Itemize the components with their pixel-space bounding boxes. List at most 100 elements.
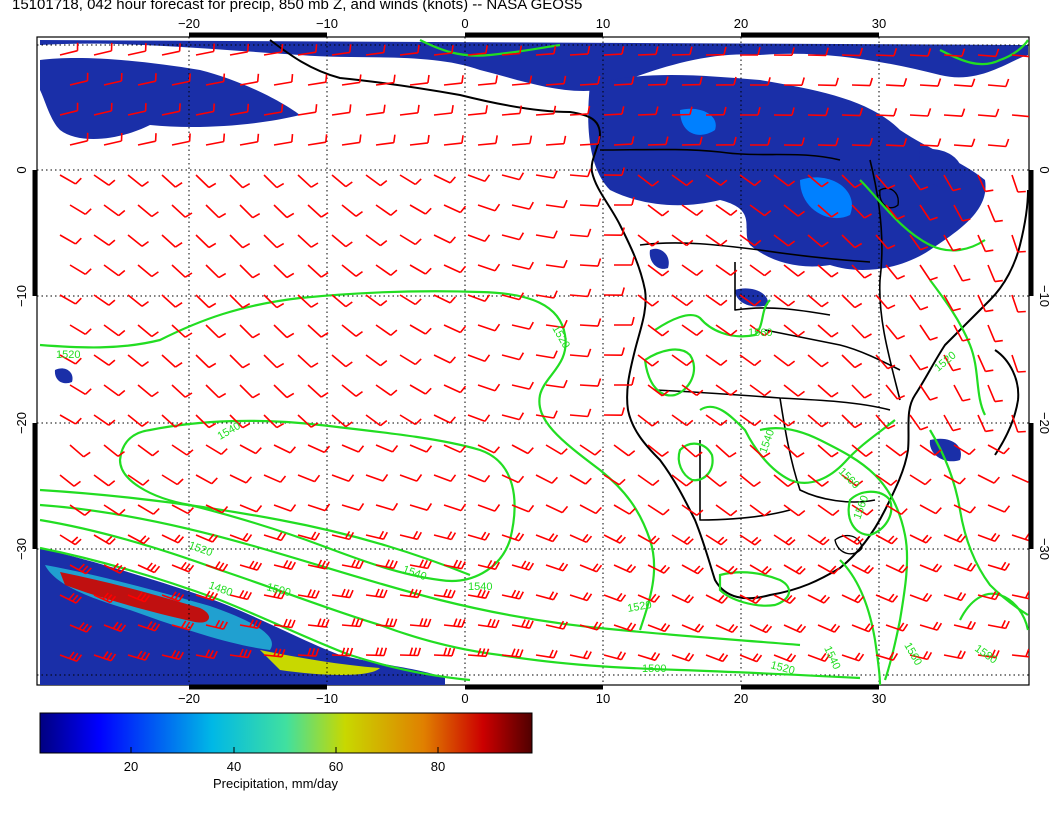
wind-barb: [127, 414, 149, 427]
wind-barb: [263, 532, 287, 542]
wind-barb: [511, 560, 535, 571]
wind-barb: [545, 319, 568, 329]
wind-barb: [297, 234, 319, 248]
precip-east-small: [919, 149, 963, 189]
wind-barb: [297, 414, 319, 428]
wind-barb: [817, 204, 839, 218]
wind-barb: [375, 502, 399, 511]
wind-barb: [875, 234, 896, 250]
wind-barb: [433, 294, 457, 304]
wind-barb: [433, 588, 456, 599]
wind-barb: [171, 133, 191, 146]
wind-barb: [535, 474, 558, 484]
wind-barb: [647, 264, 670, 277]
wind-barb: [511, 135, 533, 146]
wind-barb: [93, 354, 116, 366]
wind-barb: [671, 354, 694, 367]
wind-barb: [715, 384, 738, 396]
wind-barb: [987, 444, 1010, 455]
wind-barb: [637, 534, 660, 545]
wind-barb: [443, 618, 466, 628]
wind-barb: [909, 294, 929, 311]
wind-barb: [647, 444, 669, 457]
wind-barb: [705, 474, 727, 487]
wind-barb: [365, 234, 388, 247]
wind-barb: [603, 227, 625, 236]
wind-barb: [239, 384, 261, 399]
contour-1540-b: [39, 488, 471, 577]
lon-label-top: 30: [872, 16, 886, 31]
wind-barb: [750, 137, 771, 146]
contour-label: 1520: [626, 599, 652, 615]
wind-barb: [161, 234, 183, 248]
wind-barb: [739, 106, 761, 116]
wind-barb: [477, 203, 501, 212]
wind-barb: [205, 504, 229, 514]
wind-barb: [127, 534, 150, 545]
wind-barb: [375, 134, 396, 146]
wind-barb: [127, 591, 151, 603]
wind-barb: [171, 384, 193, 398]
wind-barb: [851, 504, 874, 516]
wind-barb: [637, 651, 661, 662]
wind-barb: [365, 414, 388, 427]
colorbar-label: Precipitation, mm/day: [213, 776, 338, 791]
lon-labels-top: −20 −10 0 10 20 30: [178, 16, 886, 31]
wind-barb: [817, 564, 840, 575]
wind-barb: [273, 384, 295, 399]
wind-barb: [569, 105, 591, 116]
wind-barb: [263, 43, 284, 56]
wind-barb: [885, 384, 906, 400]
wind-barb: [705, 414, 728, 426]
wind-barb: [807, 354, 829, 368]
wind-barb: [501, 105, 523, 116]
lat-label-right: 0: [1037, 166, 1052, 173]
wind-barb: [263, 589, 286, 600]
wind-barb: [501, 648, 524, 658]
wind-barb: [127, 650, 151, 661]
wind-barb: [569, 288, 592, 298]
wind-barb: [341, 204, 363, 217]
wind-barb: [297, 647, 320, 657]
wind-barb: [195, 474, 218, 485]
wind-barb: [783, 384, 805, 397]
wind-barb: [103, 204, 126, 217]
wind-barb: [375, 204, 398, 216]
wind-barb: [127, 234, 149, 247]
wind-barb: [987, 78, 1010, 88]
wind-barb: [953, 384, 971, 402]
wind-barb: [161, 649, 185, 661]
wind-barb: [715, 324, 738, 336]
wind-barb: [297, 44, 318, 56]
wind-barb: [535, 350, 558, 359]
wind-barb: [171, 73, 191, 86]
wind-barb: [103, 444, 125, 457]
wind-barb: [885, 622, 909, 632]
wind-barb: [171, 324, 193, 338]
wind-barb: [399, 647, 422, 657]
wind-barb: [569, 533, 593, 544]
contour-east-2: [939, 39, 1029, 66]
wind-barb: [433, 354, 457, 364]
wind-barb: [171, 444, 194, 456]
wind-barb: [239, 504, 263, 513]
wind-barb: [59, 651, 83, 662]
wind-barb: [783, 623, 807, 634]
wind-barb: [909, 108, 932, 117]
wind-barb: [953, 504, 977, 514]
wind-barb: [161, 43, 181, 56]
wind-barb: [671, 594, 695, 604]
wind-barb: [273, 618, 296, 629]
wind-barb: [647, 136, 669, 146]
wind-barb: [943, 650, 966, 660]
wind-barb: [603, 46, 625, 56]
wind-barb: [399, 234, 422, 246]
wind-barb: [239, 133, 260, 146]
wind-barb: [263, 234, 285, 249]
wind-barb: [783, 264, 805, 277]
wind-barb: [841, 594, 865, 604]
wind-barb: [773, 474, 795, 488]
wind-barb: [205, 73, 226, 86]
wind-barb: [851, 444, 873, 458]
wind-barb: [773, 234, 796, 247]
